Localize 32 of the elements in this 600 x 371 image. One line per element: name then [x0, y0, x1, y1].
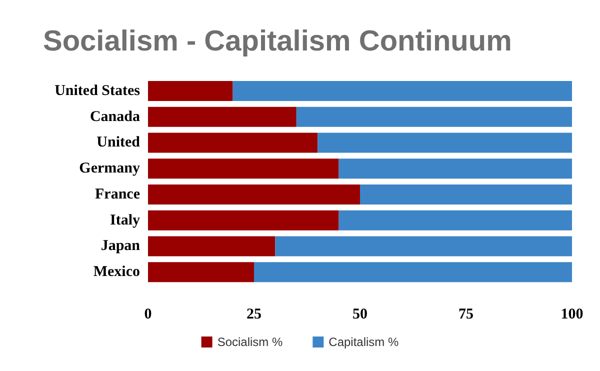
x-tick-label: 100 [560, 306, 584, 322]
y-tick-label: Canada [90, 108, 140, 125]
legend-label: Socialism % [217, 335, 283, 349]
bar [148, 132, 318, 153]
y-tick-label: United [96, 134, 141, 151]
bar [148, 262, 254, 282]
x-tick-label: 50 [352, 306, 368, 322]
y-tick-label: United States [54, 82, 140, 99]
x-tick-label: 25 [246, 306, 262, 322]
bar [148, 106, 296, 127]
y-tick-label: Mexico [93, 264, 140, 280]
bar [148, 210, 339, 230]
y-tick-label: Italy [110, 212, 140, 228]
y-tick-label: Germany [79, 160, 140, 177]
chart-title: Socialism - Capitalism Continuum [43, 26, 512, 58]
bar [232, 80, 572, 101]
x-tick-label: 0 [144, 306, 152, 322]
bar [148, 184, 360, 204]
bar [148, 80, 233, 101]
bar [360, 184, 572, 204]
y-tick-label: France [95, 186, 140, 202]
bar [338, 210, 572, 230]
y-tick-label: Japan [100, 238, 141, 254]
bar [254, 262, 572, 282]
bar [148, 236, 276, 256]
bar [318, 132, 572, 153]
bar [296, 106, 572, 127]
legend-label: Capitalism % [328, 335, 400, 349]
bar [275, 236, 572, 256]
bar [338, 158, 572, 179]
bar [148, 158, 339, 179]
x-tick-label: 75 [458, 306, 474, 322]
